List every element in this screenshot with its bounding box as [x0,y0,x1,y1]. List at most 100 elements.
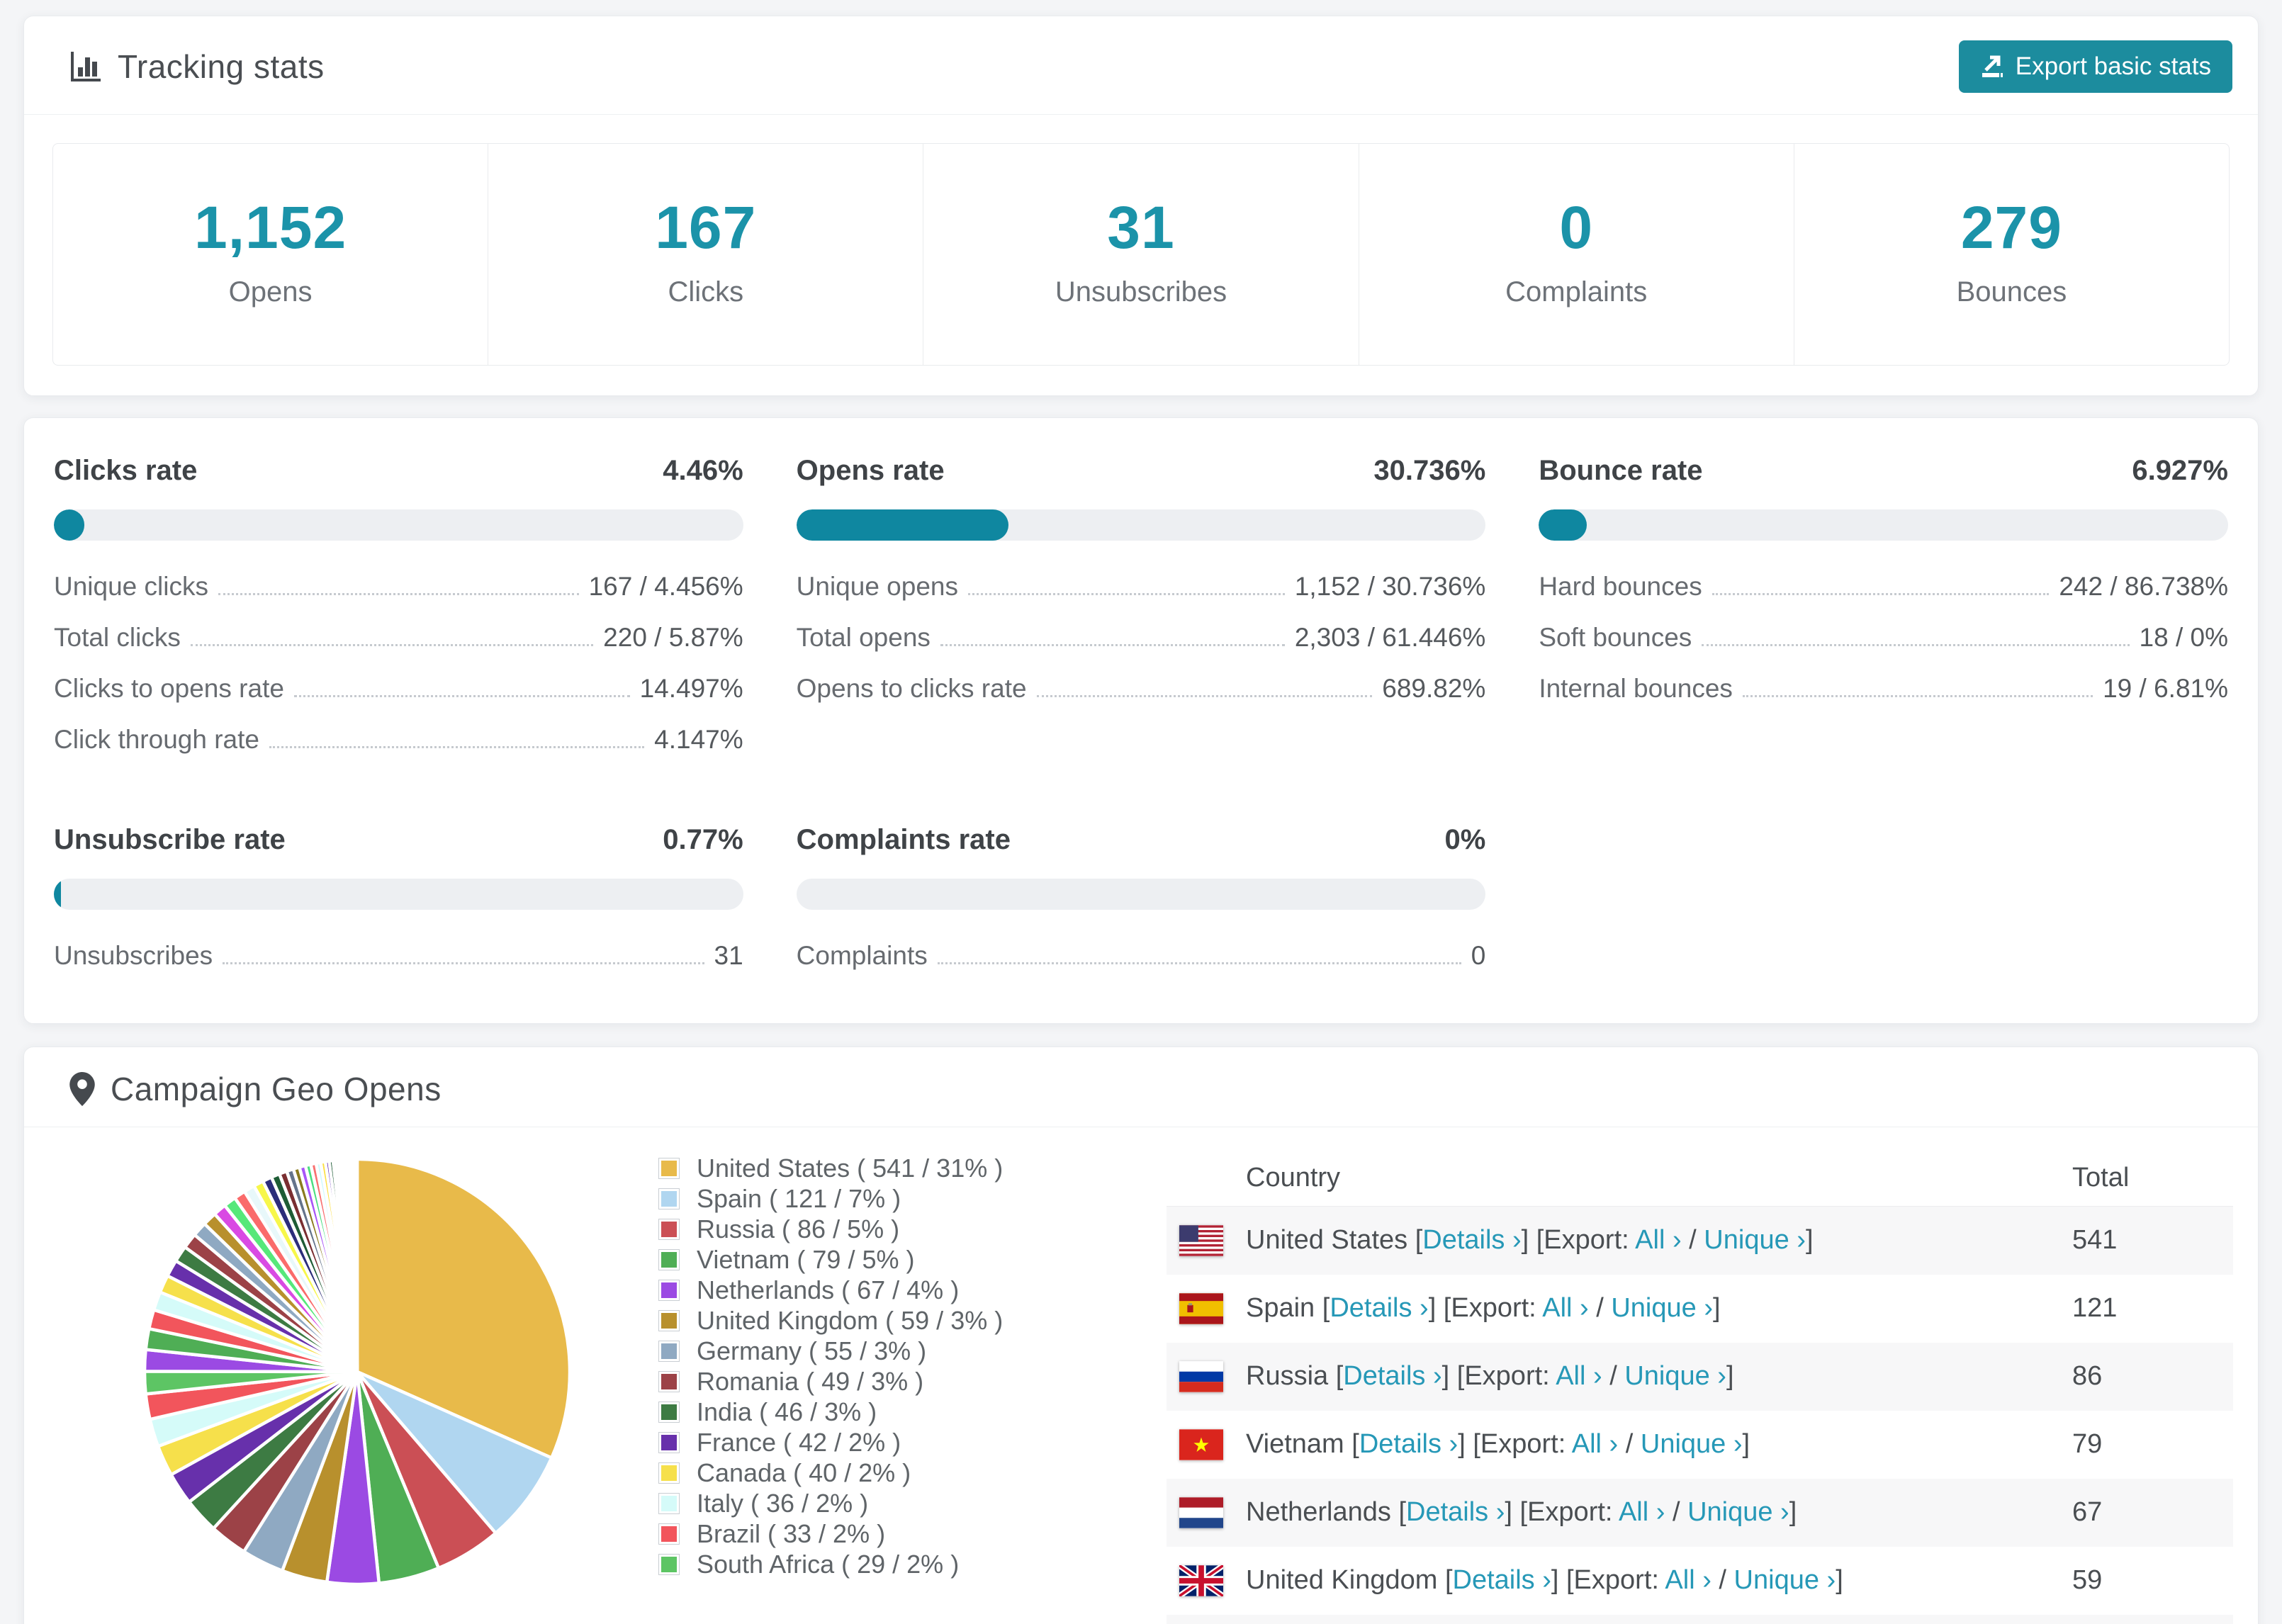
table-row-es: Spain [Details ›] [Export: All › / Uniqu… [1167,1275,2233,1343]
export-all-link[interactable]: All › [1571,1429,1619,1459]
pie-legend: United States ( 541 / 31% ) Spain ( 121 /… [658,1153,1003,1579]
country-name: Vietnam [1246,1429,1352,1459]
legend-label: Romania ( 49 / 3% ) [697,1366,924,1396]
stat-label: Complaints [1505,276,1648,308]
rate-detail-rows: Unsubscribes 31 [54,941,743,971]
export-all-link[interactable]: All › [1556,1361,1602,1391]
rate-title: Clicks rate [54,455,198,486]
country-name: Netherlands [1246,1497,1399,1527]
legend-swatch [658,1401,680,1423]
stat-box-opens: 1,152 Opens [53,144,489,365]
rate-detail-value: 18 / 0% [2139,623,2228,652]
export-all-link[interactable]: All › [1618,1497,1665,1527]
legend-swatch [658,1523,680,1545]
rate-head: Opens rate 30.736% [797,455,1486,487]
geo-table-header: Country Total [1167,1149,2233,1207]
rate-detail-rows: Hard bounces 242 / 86.738% Soft bounces 18 … [1539,572,2228,704]
rate-progress-bar [1539,509,2228,541]
country-cell: United Kingdom [Details ›] [Export: All … [1246,1565,1843,1596]
rate-detail-label: Internal bounces [1539,674,1733,703]
rate-title: Opens rate [796,455,945,486]
bracket-text: ] [Export: [1505,1497,1619,1527]
geo-header: Campaign Geo Opens [24,1047,2258,1127]
details-link[interactable]: Details › [1359,1429,1458,1459]
legend-label: South Africa ( 29 / 2% ) [697,1549,960,1579]
table-row-nl: Netherlands [Details ›] [Export: All › /… [1167,1479,2233,1547]
geo-body: United States ( 541 / 31% ) Spain ( 121 /… [24,1127,2258,1624]
legend-label: Spain ( 121 / 7% ) [697,1183,901,1213]
export-unique-link[interactable]: Unique › [1733,1565,1836,1595]
bar-chart-icon [71,52,101,81]
export-unique-link[interactable]: Unique › [1624,1361,1726,1391]
details-link[interactable]: Details › [1343,1361,1442,1391]
pie-slice[interactable] [354,1157,359,1372]
export-basic-stats-button[interactable]: Export basic stats [1958,40,2232,93]
legend-swatch [658,1309,680,1331]
details-link[interactable]: Details › [1452,1565,1551,1595]
legend-swatch [658,1553,680,1575]
column-header-total: Total [2072,1163,2130,1192]
stat-box-clicks: 167 Clicks [488,144,924,365]
bracket-text: [ [1398,1497,1407,1527]
legend-label: India ( 46 / 3% ) [697,1397,877,1426]
dotted-leader [218,593,579,595]
export-unique-link[interactable]: Unique › [1640,1429,1743,1459]
legend-item-vietnam: Vietnam ( 79 / 5% ) [658,1244,1003,1275]
legend-item-russia: Russia ( 86 / 5% ) [658,1214,1003,1244]
rate-detail-row: Clicks to opens rate 14.497% [54,674,743,704]
row-total: 121 [2072,1293,2118,1323]
rate-detail-label: Unique opens [796,572,958,601]
export-unique-link[interactable]: Unique › [1704,1225,1806,1255]
export-all-link[interactable]: All › [1542,1293,1589,1323]
rate-block-opens-rate: Opens rate 30.736% Unique opens 1,152 / 30.… [796,455,1486,755]
legend-label: United Kingdom ( 59 / 3% ) [697,1305,1004,1335]
rate-detail-value: 2,303 / 61.446% [1294,623,1486,652]
rate-detail-value: 242 / 86.738% [2059,572,2228,601]
table-row-de: Germany [Details ›] [Export: All › / Uni… [1167,1615,2233,1624]
rate-title: Complaints rate [796,824,1011,855]
legend-item-brazil: Brazil ( 33 / 2% ) [658,1518,1003,1549]
rate-detail-label: Unsubscribes [54,941,213,970]
dotted-leader [293,695,630,697]
nl-flag-icon [1179,1497,1223,1528]
export-icon [1982,55,2003,77]
export-all-link[interactable]: All › [1635,1225,1682,1255]
export-unique-link[interactable]: Unique › [1611,1293,1713,1323]
rate-progress-bar [796,879,1486,910]
country-cell: Vietnam [Details ›] [Export: All › / Uni… [1246,1429,1750,1460]
rate-detail-label: Total opens [796,623,931,652]
row-total: 86 [2072,1361,2103,1391]
export-all-link[interactable]: All › [1665,1565,1712,1595]
legend-label: Italy ( 36 / 2% ) [697,1488,869,1518]
rate-detail-rows: Unique opens 1,152 / 30.736% Total opens 2,… [797,572,1486,704]
separator-text: / [1665,1497,1688,1527]
stat-label: Bounces [1956,276,2067,308]
pie-slice[interactable] [356,1370,554,1535]
legend-label: Netherlands ( 67 / 4% ) [697,1275,960,1304]
bracket-text: [ [1335,1361,1344,1391]
geo-opens-table: Country Total United States [Details ›] … [1167,1149,2233,1624]
export-unique-link[interactable]: Unique › [1687,1497,1789,1527]
legend-label: Canada ( 40 / 2% ) [697,1457,911,1487]
rates-grid: Clicks rate 4.46% Unique clicks 167 / 4.456… [54,455,2228,971]
legend-item-india: India ( 46 / 3% ) [658,1397,1003,1427]
pie-slice[interactable] [355,1157,572,1460]
rate-value: 4.46% [663,455,743,486]
details-link[interactable]: Details › [1330,1293,1429,1323]
rate-detail-row: Click through rate 4.147% [54,725,743,755]
stat-label: Clicks [668,276,744,308]
legend-item-germany: Germany ( 55 / 3% ) [658,1336,1003,1366]
geo-pie-chart[interactable] [130,1145,584,1598]
details-link[interactable]: Details › [1406,1497,1505,1527]
rate-detail-value: 19 / 6.81% [2103,674,2228,703]
legend-item-united-states: United States ( 541 / 31% ) [658,1153,1003,1183]
stat-value: 31 [1107,194,1175,261]
bracket-text: ] [1805,1225,1814,1255]
rate-detail-value: 689.82% [1382,674,1486,703]
bracket-text: ] [1836,1565,1843,1595]
details-link[interactable]: Details › [1422,1225,1522,1255]
rate-detail-row: Unique clicks 167 / 4.456% [54,572,743,602]
column-header-country: Country [1246,1163,1341,1192]
rate-head: Complaints rate 0% [797,824,1486,856]
country-cell: Russia [Details ›] [Export: All › / Uniq… [1246,1361,1734,1392]
